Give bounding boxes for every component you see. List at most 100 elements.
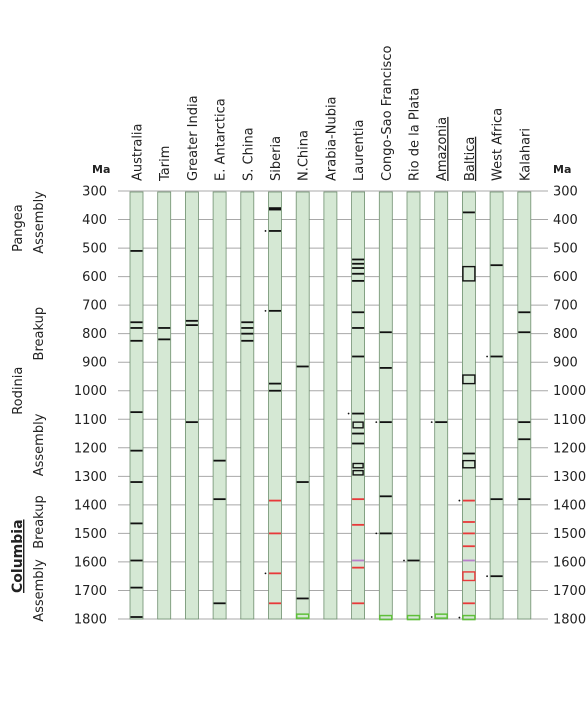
- column-bar-greater-india: [184, 191, 199, 620]
- y-unit-label-right: Ma: [553, 163, 571, 176]
- event-box-black: [462, 265, 476, 282]
- side-tick: [430, 616, 433, 618]
- column-bar-tarim: [157, 191, 172, 620]
- column-label-s-china: S. China: [241, 127, 256, 181]
- y-tick-label-left-600: 600: [82, 270, 107, 285]
- column-bar-west-africa: [489, 191, 504, 620]
- side-tick: [264, 309, 267, 312]
- y-tick-label-right-300: 300: [553, 185, 578, 200]
- y-tick-label-left-1200: 1200: [74, 441, 107, 456]
- column-label-laurentia: Laurentia: [352, 120, 367, 181]
- column-label-tarim: Tarim: [158, 146, 173, 182]
- column-label-congo-sao-francisco: Congo-Sao Francisco: [380, 46, 395, 181]
- column-bar-arabia-nubia: [323, 191, 338, 620]
- mark-layer: [130, 207, 531, 621]
- column-bar-s-china: [240, 191, 255, 620]
- period-label-assembly: Assembly: [32, 191, 47, 254]
- label-layer: 300 300 400 400 500 500 600 600 700 700 800 800 900 9…: [10, 46, 586, 628]
- y-tick-label-right-1100: 1100: [553, 413, 586, 428]
- column-label-arabia-nubia: Arabia-Nubia: [324, 96, 339, 181]
- column-bar-kalahari: [517, 191, 532, 620]
- side-tick: [430, 421, 433, 424]
- column-bar-siberia: [268, 191, 282, 620]
- column-label-n-china: N.China: [297, 130, 312, 181]
- supercontinent-label-rodinia: Rodinia: [11, 367, 26, 415]
- y-tick-label-right-1000: 1000: [553, 384, 586, 399]
- y-tick-label-left-900: 900: [82, 356, 107, 371]
- column-bar-e-antarctica: [212, 191, 227, 620]
- column-bar-amazonia: [434, 191, 449, 620]
- period-label-breakup: Breakup: [32, 495, 47, 549]
- y-tick-label-right-1800: 1800: [553, 613, 586, 628]
- y-tick-label-right-1700: 1700: [553, 584, 586, 599]
- y-tick-label-right-600: 600: [553, 270, 578, 285]
- side-tick: [486, 575, 488, 578]
- y-tick-label-left-1600: 1600: [74, 555, 107, 570]
- y-tick-label-left-1100: 1100: [74, 413, 107, 428]
- green-mark: [379, 614, 393, 621]
- green-mark: [434, 613, 448, 619]
- supercontinent-label-pangea: Pangea: [11, 204, 26, 252]
- y-tick-label-right-1200: 1200: [553, 441, 586, 456]
- side-tick: [403, 559, 405, 562]
- side-tick: [375, 532, 378, 535]
- column-label-rio-de-la-plata: Rio de la Plata: [408, 88, 423, 181]
- event-box-black: [352, 462, 364, 469]
- column-label-west-africa: West Africa: [491, 108, 506, 181]
- bar-layer: [129, 191, 532, 620]
- supercontinent-label-columbia: Columbia: [10, 519, 26, 593]
- y-tick-label-left-1300: 1300: [74, 470, 107, 485]
- column-bar-australia: [129, 191, 144, 620]
- period-label-breakup: Breakup: [32, 307, 47, 361]
- side-tick: [458, 616, 461, 619]
- column-bar-n-china: [295, 191, 310, 620]
- y-tick-label-left-1400: 1400: [74, 498, 107, 513]
- y-tick-label-left-1500: 1500: [74, 527, 107, 542]
- y-tick-label-right-800: 800: [553, 327, 578, 342]
- column-label-e-antarctica: E. Antarctica: [214, 98, 229, 181]
- column-bar-baltica: [461, 191, 476, 620]
- event-box-red: [462, 571, 476, 582]
- side-tick: [264, 230, 267, 232]
- event-box-black: [462, 459, 476, 469]
- column-bar-rio-de-la-plata: [406, 191, 421, 620]
- y-tick-label-left-1800: 1800: [74, 613, 107, 628]
- y-tick-label-left-800: 800: [82, 327, 107, 342]
- period-label-assembly: Assembly: [32, 559, 47, 622]
- y-tick-label-right-1400: 1400: [553, 498, 586, 513]
- side-tick: [486, 355, 488, 358]
- green-mark: [295, 613, 310, 619]
- column-label-amazonia: Amazonia: [435, 117, 450, 181]
- column-label-australia: Australia: [131, 123, 146, 181]
- y-tick-label-right-400: 400: [553, 213, 578, 228]
- side-tick: [347, 412, 350, 415]
- y-tick-label-left-1700: 1700: [74, 584, 107, 599]
- column-label-greater-india: Greater India: [186, 95, 201, 181]
- column-label-baltica: Baltica: [463, 137, 478, 181]
- event-box-black: [352, 421, 364, 429]
- y-tick-label-right-700: 700: [553, 299, 578, 314]
- column-label-kalahari: Kalahari: [518, 128, 533, 181]
- y-tick-label-left-500: 500: [82, 242, 107, 257]
- y-tick-label-right-900: 900: [553, 356, 578, 371]
- event-box-black: [352, 469, 364, 476]
- side-tick: [458, 499, 461, 502]
- column-bar-laurentia: [351, 191, 366, 620]
- column-bar-congo-sao-francisco: [378, 191, 393, 620]
- side-tick: [375, 421, 378, 424]
- green-mark: [406, 614, 421, 621]
- y-tick-label-left-300: 300: [82, 185, 107, 200]
- y-tick-label-left-400: 400: [82, 213, 107, 228]
- green-mark: [462, 614, 476, 621]
- period-label-assembly: Assembly: [32, 413, 47, 476]
- y-tick-label-left-1000: 1000: [74, 384, 107, 399]
- y-tick-label-right-1300: 1300: [553, 470, 586, 485]
- y-tick-label-right-500: 500: [553, 242, 578, 257]
- y-tick-label-left-700: 700: [82, 299, 107, 314]
- event-box-black: [462, 374, 476, 385]
- side-tick: [264, 572, 267, 575]
- y-tick-label-right-1600: 1600: [553, 555, 586, 570]
- y-unit-label-left: Ma: [92, 163, 110, 176]
- column-label-siberia: Siberia: [269, 136, 284, 181]
